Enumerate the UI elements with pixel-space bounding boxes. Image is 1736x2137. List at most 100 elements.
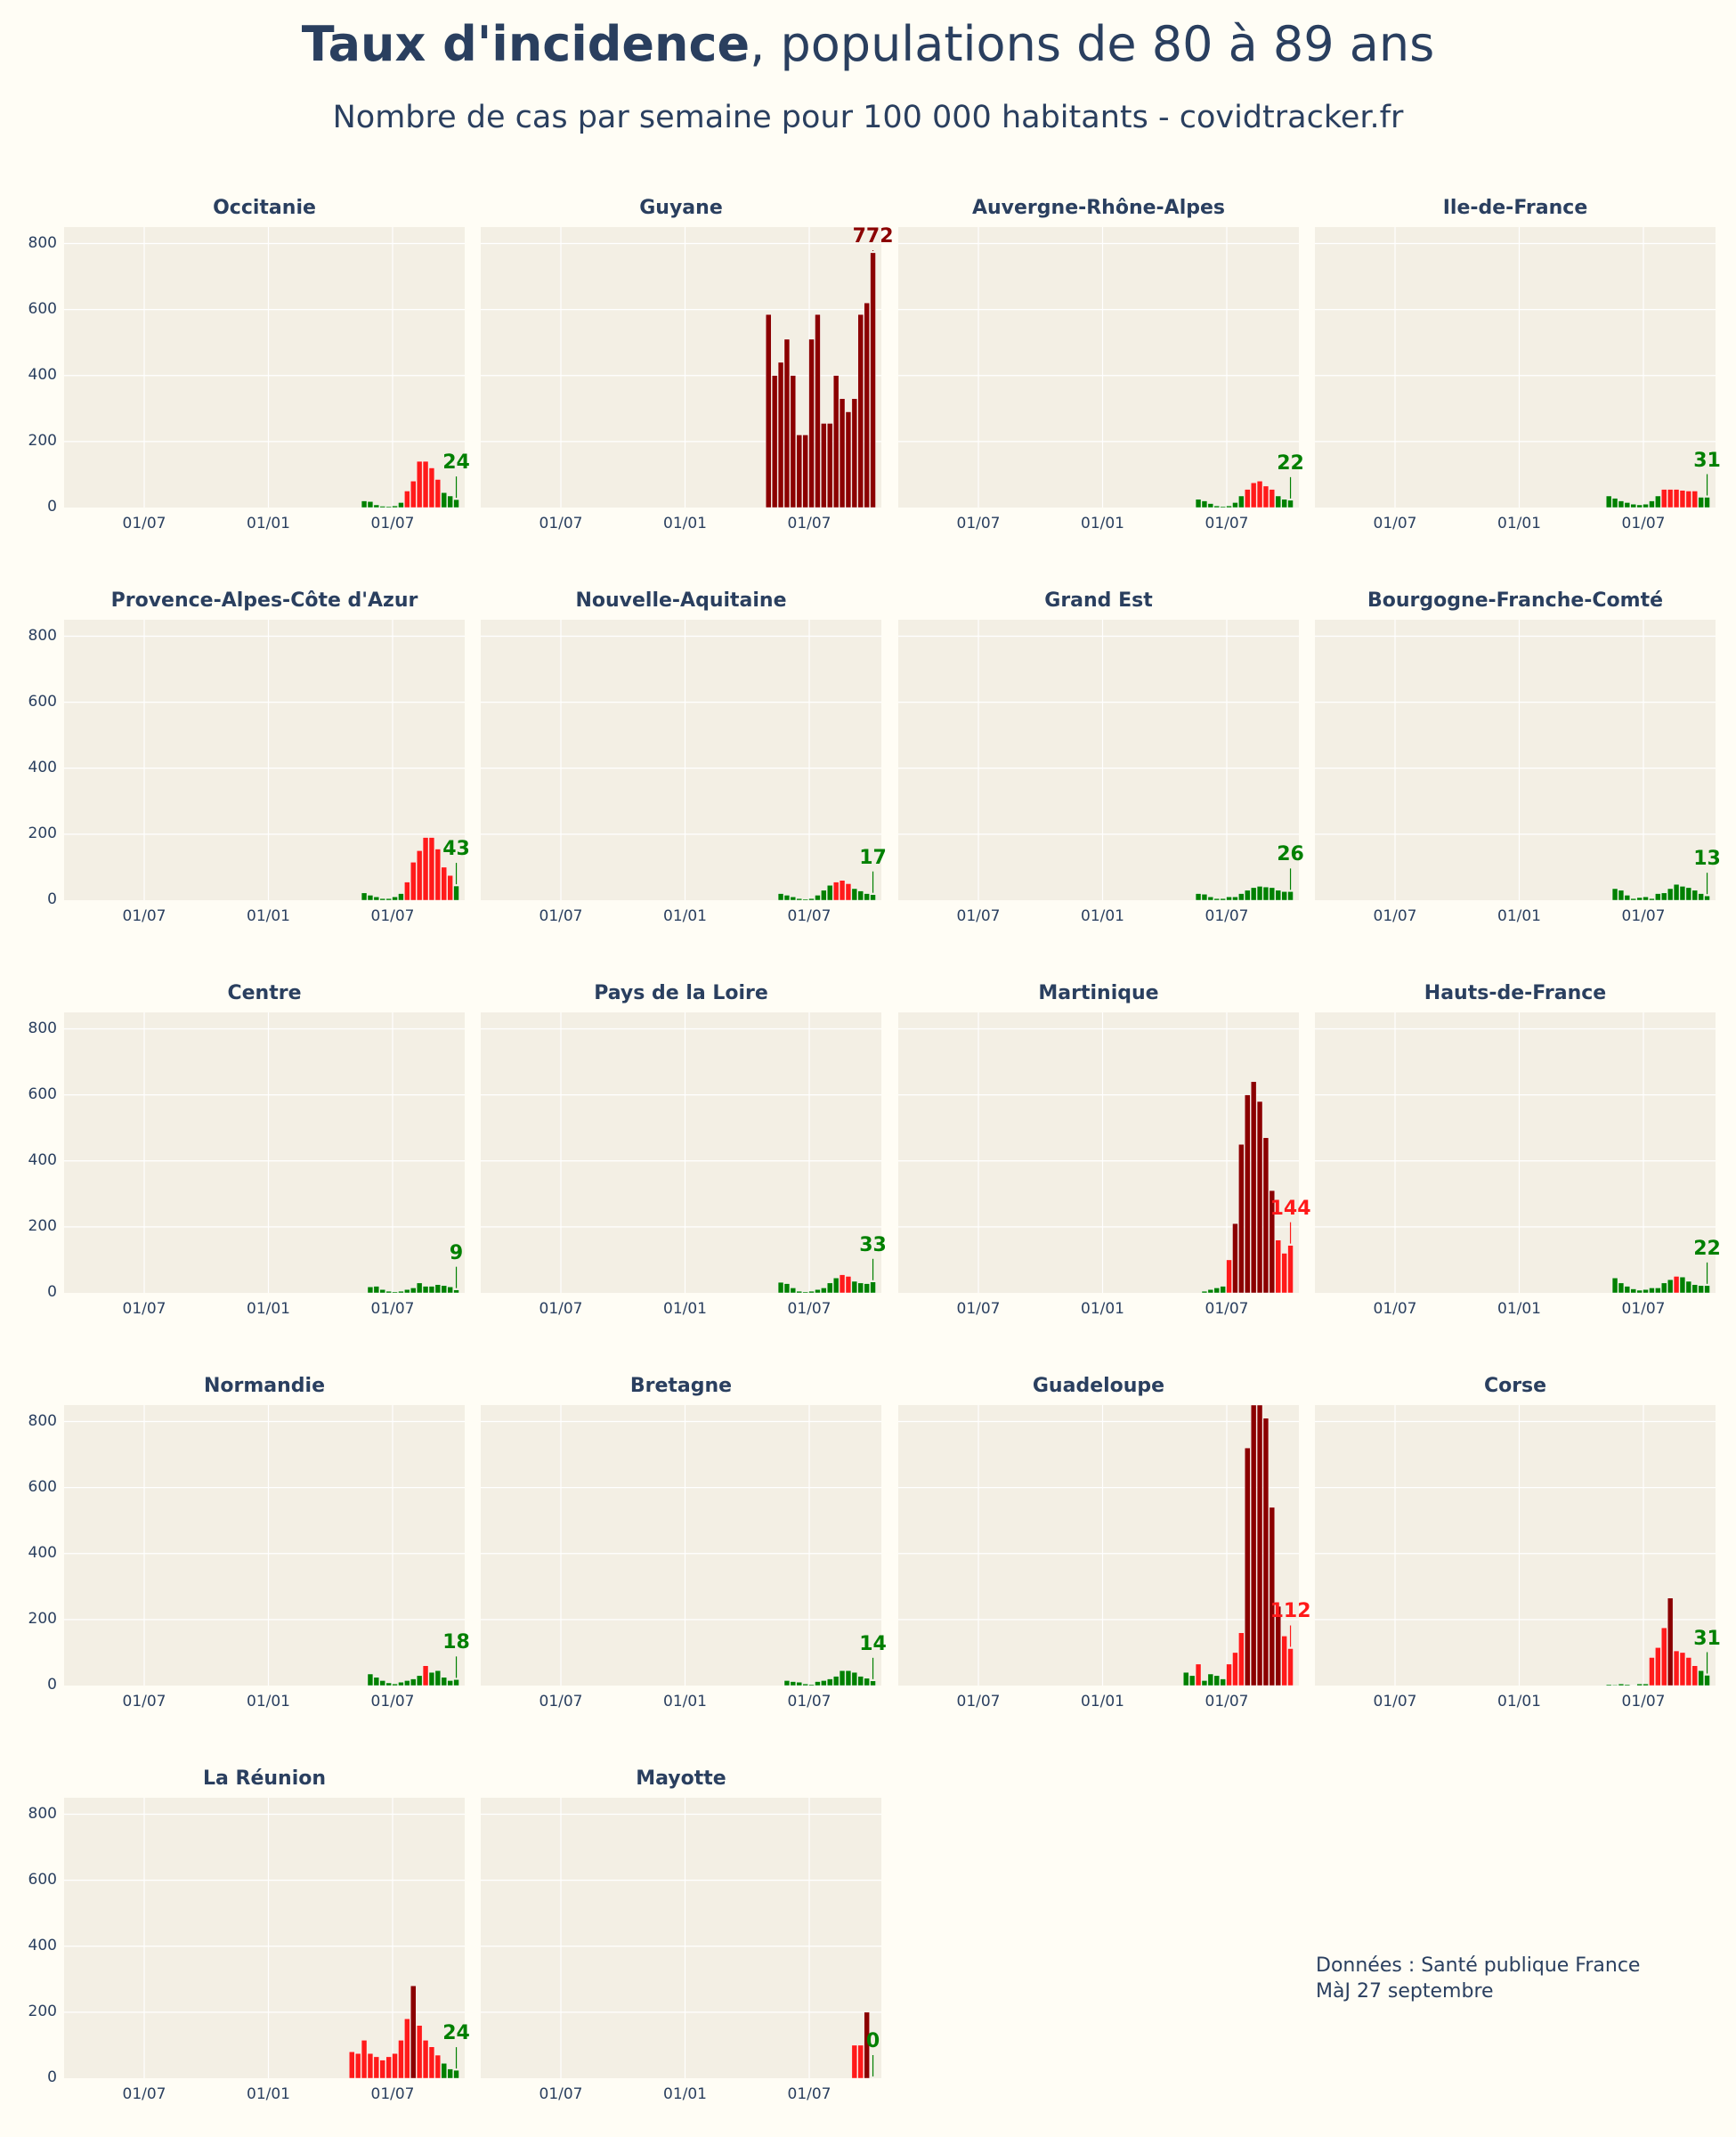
bar	[1643, 504, 1649, 508]
bar	[447, 1287, 453, 1293]
x-tick-label: 01/01	[247, 2085, 290, 2103]
bar	[1673, 1276, 1680, 1293]
plot-area	[481, 227, 881, 508]
bar	[404, 491, 410, 508]
bar	[367, 2053, 374, 2078]
bar	[1691, 1284, 1698, 1293]
last-value-label: 14	[859, 1632, 887, 1655]
last-value-label: 43	[442, 838, 470, 861]
bar	[1195, 893, 1202, 900]
y-tick-label: 0	[47, 2068, 57, 2086]
x-tick-label: 01/07	[539, 1693, 583, 1710]
x-tick-label: 01/07	[122, 907, 166, 925]
plot-area	[1315, 1405, 1716, 1686]
panel-mayotte: Mayotte 0 01/07 01/01 01/07	[481, 1767, 881, 2103]
x-tick-label: 01/07	[1205, 1693, 1249, 1710]
bar	[790, 1681, 796, 1686]
chart-title: Taux d'incidence, populations de 80 à 89…	[301, 16, 1435, 72]
panel-title: Auvergne-Rhône-Alpes	[971, 197, 1226, 219]
bar	[1649, 1288, 1655, 1293]
x-tick-label: 01/07	[539, 515, 583, 532]
bar	[1624, 895, 1630, 900]
bar	[441, 2063, 447, 2078]
panel-guyane: Guyane 772 01/07 01/01 01/07	[481, 197, 894, 532]
panel-title: Bourgogne-Franche-Comté	[1367, 589, 1664, 612]
panel-centre: Centre 9 0 200 400 600 800 01/07 01/01 01/07	[28, 982, 465, 1318]
y-tick-label: 400	[28, 1150, 57, 1169]
x-tick-label: 01/01	[1081, 907, 1124, 925]
plot-area	[64, 1012, 465, 1293]
plot-background	[64, 620, 465, 900]
bar	[1691, 491, 1698, 508]
bar	[422, 837, 429, 900]
x-tick-label: 01/01	[247, 907, 290, 925]
bar	[864, 1678, 870, 1686]
last-value-label: 31	[1693, 449, 1721, 472]
bar	[1698, 1285, 1704, 1293]
panel-title: Hauts-de-France	[1424, 982, 1607, 1004]
panel-ile-de-france: Ile-de-France 31 01/07 01/01 01/07	[1315, 197, 1721, 532]
x-tick-label: 01/07	[539, 2085, 583, 2103]
bar	[1661, 489, 1667, 508]
bar	[422, 460, 429, 508]
x-tick-label: 01/07	[1205, 1300, 1249, 1318]
bar	[1679, 1277, 1686, 1293]
bar	[1698, 893, 1704, 900]
last-value-label: 24	[442, 451, 470, 475]
panel-grand-est: Grand Est 26 01/07 01/01 01/07	[898, 589, 1304, 925]
bar	[802, 898, 808, 900]
bar	[1251, 1405, 1257, 1686]
plot-area	[481, 1798, 881, 2078]
bar	[1232, 1652, 1238, 1686]
panel-title: Nouvelle-Aquitaine	[575, 589, 787, 612]
bar	[373, 897, 379, 900]
bar	[1262, 485, 1270, 508]
plot-background	[898, 620, 1299, 900]
bar	[1226, 1663, 1232, 1686]
plot-background	[64, 227, 465, 508]
x-tick-label: 01/01	[1497, 1300, 1541, 1318]
bar	[379, 2060, 385, 2078]
bar	[839, 1274, 846, 1293]
bar	[1655, 1288, 1661, 1293]
bar	[821, 1680, 827, 1686]
y-tick-label: 0	[47, 890, 57, 908]
x-tick-label: 01/07	[122, 1693, 166, 1710]
bar	[1667, 1597, 1674, 1686]
bar	[1611, 1685, 1618, 1686]
last-value-label: 13	[1693, 848, 1721, 871]
plot-area	[64, 227, 465, 508]
bar	[1655, 893, 1661, 900]
y-tick-label: 400	[28, 365, 57, 384]
bar	[434, 849, 441, 900]
bar	[392, 897, 398, 900]
bar	[1636, 504, 1643, 508]
bar	[857, 314, 864, 508]
bar	[1256, 481, 1263, 508]
bar	[1287, 1245, 1294, 1293]
panel-title: Corse	[1483, 1375, 1547, 1397]
bar	[1195, 1663, 1202, 1686]
bar	[796, 1682, 802, 1686]
bar	[367, 895, 374, 900]
x-tick-label: 01/07	[787, 1693, 831, 1710]
bar	[808, 1684, 815, 1686]
panel-auvergne-rh-ne-alpes: Auvergne-Rhône-Alpes 22 01/07 01/01 01/07	[898, 197, 1304, 532]
bar	[827, 885, 833, 900]
bar	[839, 1670, 846, 1686]
last-value-label: 24	[442, 2022, 470, 2045]
bar	[851, 398, 857, 508]
bar	[1649, 1657, 1655, 1686]
bar	[1195, 499, 1202, 508]
bar	[1606, 495, 1612, 508]
x-tick-label: 01/01	[1081, 515, 1124, 532]
plot-area	[481, 1012, 881, 1293]
bar	[1691, 890, 1698, 900]
bar	[1245, 489, 1251, 508]
bar	[385, 898, 392, 900]
panel-normandie: Normandie 18 0 200 400 600 800 01/07 01/01 01/07	[28, 1375, 470, 1710]
bar	[1649, 898, 1655, 900]
bar	[367, 501, 374, 508]
bar	[453, 1679, 459, 1686]
bar	[434, 479, 441, 508]
